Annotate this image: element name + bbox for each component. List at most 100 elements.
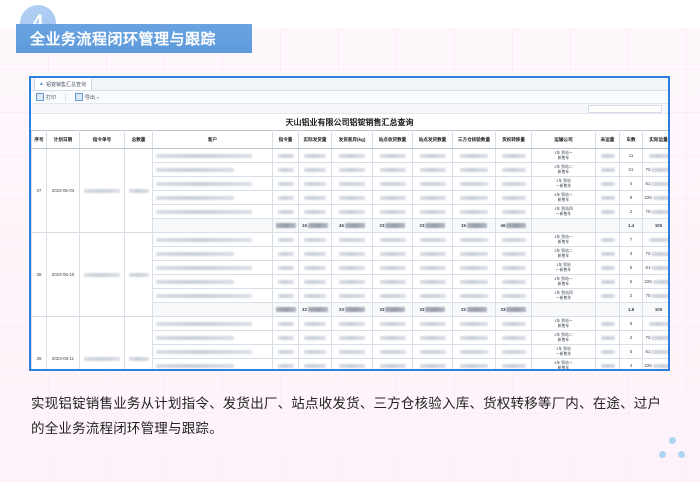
redacted-value: [277, 293, 294, 298]
column-header-15[interactable]: 实际运量: [642, 130, 668, 149]
column-header-10[interactable]: 三方仓核验数量: [452, 130, 496, 149]
column-header-2[interactable]: 指令单号: [79, 130, 125, 149]
redacted-value: [339, 265, 365, 270]
redacted-value: [652, 363, 668, 368]
cell-value: 4: [629, 363, 633, 368]
cell-summary-unshipped: [595, 302, 620, 317]
column-header-8[interactable]: 站点收货数量: [372, 130, 413, 149]
table-row[interactable]: 4车 到站一 新售车 6 226: [32, 274, 668, 289]
redacted-value: [466, 307, 487, 312]
cell-value: 23: [419, 223, 425, 228]
cell-carrier: 4车 到站一 新售车: [531, 274, 596, 289]
cell-实际发货量: [298, 288, 332, 303]
table-row[interactable]: 4车 到站一 新售车 8 226: [32, 190, 668, 205]
redacted-value: [84, 272, 120, 277]
table-row[interactable]: 2车 到站二 新售车 2 72: [32, 330, 668, 345]
cell-customer: [152, 358, 273, 369]
cell-seq: 39: [31, 316, 47, 369]
redacted-value: [600, 363, 615, 368]
column-header-1[interactable]: 计划日期: [46, 130, 80, 149]
cell-货权转移量: [495, 358, 532, 369]
cell-actual-transport: 226: [642, 190, 668, 205]
redacted-value: [419, 209, 446, 214]
column-header-0[interactable]: 序号: [31, 130, 47, 149]
column-header-4[interactable]: 客户: [152, 130, 273, 149]
decorative-dot: [659, 451, 666, 458]
column-header-13[interactable]: 未运量: [595, 130, 620, 149]
table-row[interactable]: 4车 到站一 新售车 4 226: [32, 358, 668, 369]
table-row[interactable]: 37 2023-05-03 1车 到站一 新售车 11: [31, 148, 668, 233]
cell-站点收货数量: [372, 358, 413, 369]
cell-actual-transport: [642, 148, 668, 163]
redacted-value: [501, 167, 526, 172]
redacted-value: [379, 209, 406, 214]
column-header-3[interactable]: 总数量: [124, 130, 153, 149]
cell-unshipped: [595, 288, 620, 303]
cell-actual-transport: 72: [642, 246, 668, 261]
column-header-7[interactable]: 发货差异(kg): [331, 130, 373, 149]
cell-value: 70: [645, 293, 651, 298]
cell-站点收货数量: [372, 344, 413, 359]
cell-customer: [152, 204, 273, 219]
cell-三方仓核验数量: [452, 148, 496, 163]
cell-customer: [152, 246, 273, 261]
cell-value: 2: [629, 209, 633, 214]
cell-summary-cars: 1.8: [619, 302, 643, 317]
column-header-14[interactable]: 车数: [619, 130, 643, 149]
table-row[interactable]: 39 2023-05-11 1车 到站一 新售车 9: [31, 316, 668, 369]
export-button[interactable]: 导出 ▾: [75, 93, 99, 101]
cell-actual-transport: 70: [642, 288, 668, 303]
print-button[interactable]: 打印: [36, 93, 56, 101]
redacted-value: [156, 181, 252, 186]
column-header-9[interactable]: 站点发货数量: [412, 130, 453, 149]
cell-货权转移量: [495, 344, 532, 359]
redacted-value: [600, 167, 615, 172]
redacted-value: [651, 349, 668, 354]
carrier-line: 新售车: [557, 337, 570, 342]
table-row[interactable]: 1车 到站 一新售车 4 61: [32, 176, 668, 191]
tab-aluminum-sales-summary[interactable]: ▲ 铝锭销售汇总查询: [34, 78, 92, 90]
redacted-value: [84, 188, 120, 193]
table-row[interactable]: 38 2023-05-10 1车 到站一 新售车 7: [31, 232, 668, 317]
search-input[interactable]: [588, 104, 662, 113]
column-header-11[interactable]: 货权转移量: [495, 130, 532, 149]
cell-站点发货数量: [412, 274, 453, 289]
redacted-value: [304, 363, 326, 368]
redacted-value: [460, 237, 488, 242]
cell-summary-指令量: [272, 218, 299, 233]
redacted-value: [385, 223, 406, 228]
cell-货权转移量: [495, 232, 532, 247]
cell-summary-customer: [152, 302, 273, 317]
column-header-12[interactable]: 运输公司: [531, 130, 596, 149]
cell-站点发货数量: [412, 162, 453, 177]
redacted-value: [277, 237, 294, 242]
cell-carrier: 1车 到站一新售车: [531, 260, 596, 275]
cell-value: 70: [645, 209, 651, 214]
table-row[interactable]: 1车 到站 一新售车 5 61: [32, 260, 668, 275]
cell-summary-carrier: [531, 218, 596, 233]
cell-value: 72: [645, 167, 651, 172]
redacted-value: [501, 349, 526, 354]
cell-实际发货量: [298, 232, 332, 247]
redacted-value: [275, 307, 296, 312]
cell-站点发货数量: [412, 344, 453, 359]
carrier-line: 1车 到站: [556, 179, 571, 184]
redacted-value: [379, 321, 406, 326]
cell-carrier: 4车 到站一 新售车: [531, 358, 596, 369]
document-icon: ▲: [39, 81, 44, 87]
carrier-line: 新售车: [557, 239, 570, 244]
column-header-5[interactable]: 指令量: [272, 130, 299, 149]
redacted-value: [425, 307, 446, 312]
column-header-6[interactable]: 实际发货量: [298, 130, 332, 149]
cell-value: 33: [379, 307, 385, 312]
redacted-value: [501, 279, 526, 284]
carrier-line: 一新售车: [555, 211, 572, 216]
cell-实际发货量: [298, 274, 332, 289]
redacted-value: [460, 363, 488, 368]
redacted-value: [156, 279, 234, 284]
cell-value: 1.8: [627, 307, 635, 312]
cell-三方仓核验数量: [452, 344, 496, 359]
cell-summary-站点发货数量: 23: [412, 218, 453, 233]
redacted-value: [339, 181, 365, 186]
redacted-value: [651, 293, 668, 298]
